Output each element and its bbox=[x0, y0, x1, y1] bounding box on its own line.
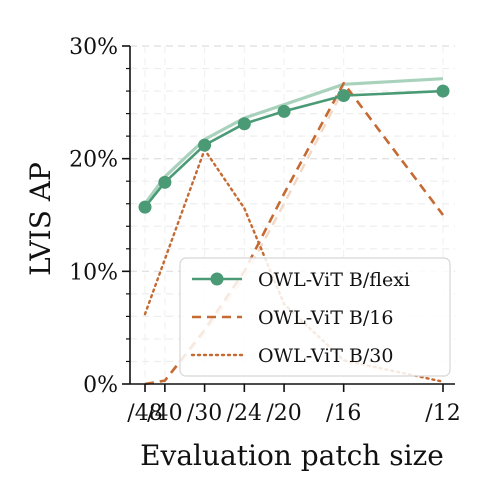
data-point bbox=[237, 117, 251, 131]
data-point bbox=[436, 84, 450, 98]
legend-label: OWL-ViT B/16 bbox=[258, 307, 393, 329]
series-lines bbox=[138, 77, 450, 386]
y-axis-title: LVIS AP bbox=[24, 162, 57, 276]
data-point bbox=[158, 175, 172, 189]
data-point bbox=[138, 200, 152, 214]
x-tick-label: /30 bbox=[187, 401, 222, 426]
axes: 0% 10% 20% 30% /48/40/30/24/20/16/12 bbox=[69, 35, 461, 426]
x-tick-label: /24 bbox=[227, 401, 262, 426]
legend: OWL-ViT B/flexi OWL-ViT B/16 OWL-ViT B/30 bbox=[179, 257, 451, 377]
x-tick-label: /12 bbox=[425, 401, 460, 426]
y-tick-label: 0% bbox=[83, 373, 118, 398]
y-tick-label: 10% bbox=[69, 260, 118, 285]
x-tick-label: /20 bbox=[266, 401, 301, 426]
x-axis-title: Evaluation patch size bbox=[140, 439, 444, 472]
legend-label: OWL-ViT B/30 bbox=[258, 345, 393, 367]
data-point bbox=[277, 104, 291, 118]
y-tick-label: 30% bbox=[69, 35, 118, 60]
series-line-owl-vit-b-30 bbox=[143, 148, 445, 383]
x-tick-label: /40 bbox=[147, 401, 182, 426]
legend-label: OWL-ViT B/flexi bbox=[258, 269, 410, 291]
data-point bbox=[337, 89, 351, 103]
legend-marker bbox=[210, 272, 224, 286]
legend-box bbox=[179, 257, 451, 377]
x-tick-label: /48 bbox=[127, 401, 162, 426]
y-tick-label: 20% bbox=[69, 148, 118, 173]
x-tick-label: /16 bbox=[326, 401, 361, 426]
data-point bbox=[198, 138, 212, 152]
